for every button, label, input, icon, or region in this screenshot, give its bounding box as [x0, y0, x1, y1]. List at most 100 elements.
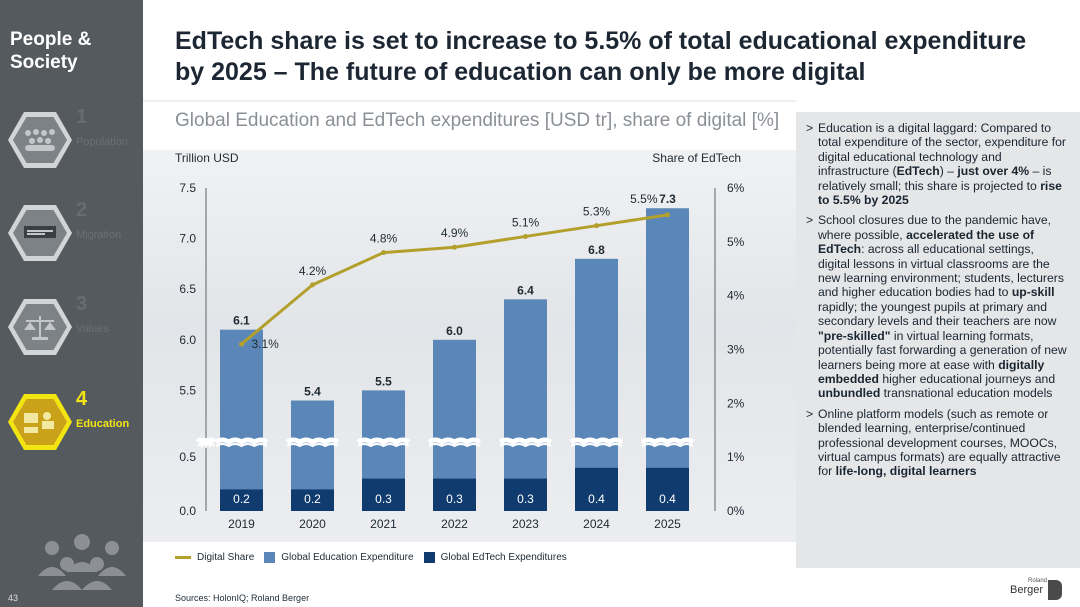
line-point — [239, 341, 244, 347]
axis-break-mark — [286, 443, 339, 448]
bar-education — [220, 329, 263, 511]
bullet-emphasis: unbundled — [818, 386, 881, 401]
nav-item-values[interactable]: 3 Values — [0, 293, 143, 371]
axis-break-mark — [195, 437, 217, 448]
bullet-emphasis: digitally embedded — [818, 357, 1045, 386]
legend-item-digital-share: Digital Share — [175, 552, 254, 563]
chart: Trillion USD Share of EdTech 7.5 7.0 6.5 6.0 5… — [175, 151, 745, 531]
y-tick-label: 0.0 — [179, 504, 196, 518]
line-point — [665, 212, 670, 218]
edtech-value-label: 0.4 — [659, 492, 676, 506]
legend-label: Digital Share — [197, 552, 255, 563]
y-tick-label: 7.0 — [179, 232, 196, 246]
legend-swatch — [264, 552, 276, 563]
axis-break-mark — [499, 443, 552, 448]
bar-value-label: 6.8 — [588, 243, 605, 257]
line-value-label: 4.9% — [441, 226, 469, 240]
left-axis-title: Trillion USD — [175, 151, 239, 165]
y2-tick-label: 6% — [727, 181, 745, 195]
nav-number: 4 — [76, 388, 88, 410]
axis-break-mark — [356, 437, 411, 445]
sidebar: People & Society 1 Population 2 Migratio… — [0, 0, 143, 607]
bullet-text: – is relatively small; this share is pro… — [818, 164, 1052, 193]
bullet-text: higher educational journeys and — [878, 371, 1056, 386]
bullet-text: transnational education models — [880, 386, 1053, 401]
bar-edtech — [291, 489, 334, 511]
people-group-icon — [38, 534, 126, 590]
bullet-text: Online platform models (such as remote o… — [818, 406, 1061, 479]
y-tick-label: 5.5 — [179, 383, 196, 397]
x-tick-label: 2020 — [299, 517, 326, 531]
text-panel: Education is a digital laggard: Compared… — [796, 112, 1080, 568]
legend-label: Global Education Expenditure — [281, 552, 414, 563]
legend-item-education: Global Education Expenditure — [264, 552, 414, 563]
legend-label: Global EdTech Expenditures — [440, 552, 567, 563]
nav-item-population[interactable]: 1 Population — [0, 106, 143, 184]
nav-number: 3 — [76, 293, 88, 315]
scales-icon — [8, 299, 72, 355]
bullet-emphasis: accelerated the use of EdTech — [818, 227, 1035, 257]
axis-break-mark — [197, 443, 215, 449]
bullet-emphasis: "pre-skilled" — [818, 328, 891, 343]
bullet-text: Education is a digital laggard: Compared… — [818, 121, 1066, 179]
y2-tick-label: 3% — [727, 343, 745, 357]
bar-edtech — [575, 467, 618, 511]
y2-tick-label: 1% — [727, 450, 745, 464]
bullet-text: in virtual learning formats, potentially… — [818, 328, 1067, 372]
y-tick-label: 6.0 — [179, 333, 196, 347]
chart-subtitle: Global Education and EdTech expenditures… — [175, 110, 780, 131]
line-value-label: 5.5% — [630, 192, 658, 206]
divider — [143, 100, 796, 102]
nav-number: 1 — [76, 106, 88, 128]
edtech-value-label: 0.3 — [446, 492, 463, 506]
line-point — [381, 250, 386, 256]
bullet-point: Education is a digital laggard: Compared… — [806, 121, 1068, 207]
crowd-icon — [8, 112, 72, 168]
bullet-emphasis: EdTech — [896, 164, 940, 179]
x-tick-label: 2023 — [512, 517, 539, 531]
bullet-text: : across all educational settings, digit… — [818, 242, 1064, 300]
x-tick-label: 2019 — [228, 517, 255, 531]
axis-break-mark — [214, 437, 269, 445]
axis-break-mark — [640, 437, 695, 445]
nav-label: Migration — [76, 229, 122, 241]
bar-value-label: 6.1 — [233, 314, 250, 328]
nav-item-education[interactable]: 4 Education — [0, 388, 143, 466]
edtech-value-label: 0.3 — [517, 492, 534, 506]
bar-edtech — [362, 478, 405, 511]
logo-mark — [1048, 580, 1062, 600]
bar-value-label: 7.3 — [659, 192, 676, 206]
chart-legend: Digital Share Global Education Expenditu… — [175, 552, 577, 563]
sources-note: Sources: HolonIQ; Roland Berger — [175, 593, 310, 603]
y-tick-label: 6.5 — [179, 282, 196, 296]
axis-break-mark — [215, 443, 268, 448]
axis-break-mark — [427, 437, 482, 445]
immigration-sign-icon — [8, 205, 72, 261]
legend-swatch — [175, 556, 191, 559]
nav-label: Education — [76, 418, 130, 430]
line-point — [310, 282, 315, 288]
logo-text-small: Roland — [1028, 578, 1048, 584]
edtech-value-label: 0.4 — [588, 492, 605, 506]
bullet-emphasis: just over 4% — [957, 164, 1030, 179]
axis-break-mark — [641, 443, 694, 448]
nav-label: Values — [76, 323, 109, 335]
bullet-point: Online platform models (such as remote o… — [806, 407, 1068, 479]
x-tick-label: 2022 — [441, 517, 468, 531]
line-value-label: 5.3% — [583, 205, 611, 219]
axis-break-mark — [569, 437, 624, 445]
x-tick-label: 2025 — [654, 517, 681, 531]
axis-break-mark — [498, 437, 553, 445]
right-axis-title: Share of EdTech — [652, 151, 741, 165]
line-value-label: 3.1% — [252, 337, 280, 351]
axis-break-mark — [570, 443, 623, 448]
bullet-emphasis: rise to 5.5% by 2025 — [818, 178, 1062, 208]
page-title: EdTech share is set to increase to 5.5% … — [175, 27, 1027, 86]
bar-value-label: 5.5 — [375, 374, 392, 388]
nav-item-migration[interactable]: 2 Migration — [0, 199, 143, 277]
axis-break-mark — [357, 443, 410, 448]
y2-tick-label: 0% — [727, 504, 745, 518]
bar-edtech — [220, 489, 263, 511]
bar-education — [646, 208, 689, 512]
x-tick-label: 2021 — [370, 517, 397, 531]
